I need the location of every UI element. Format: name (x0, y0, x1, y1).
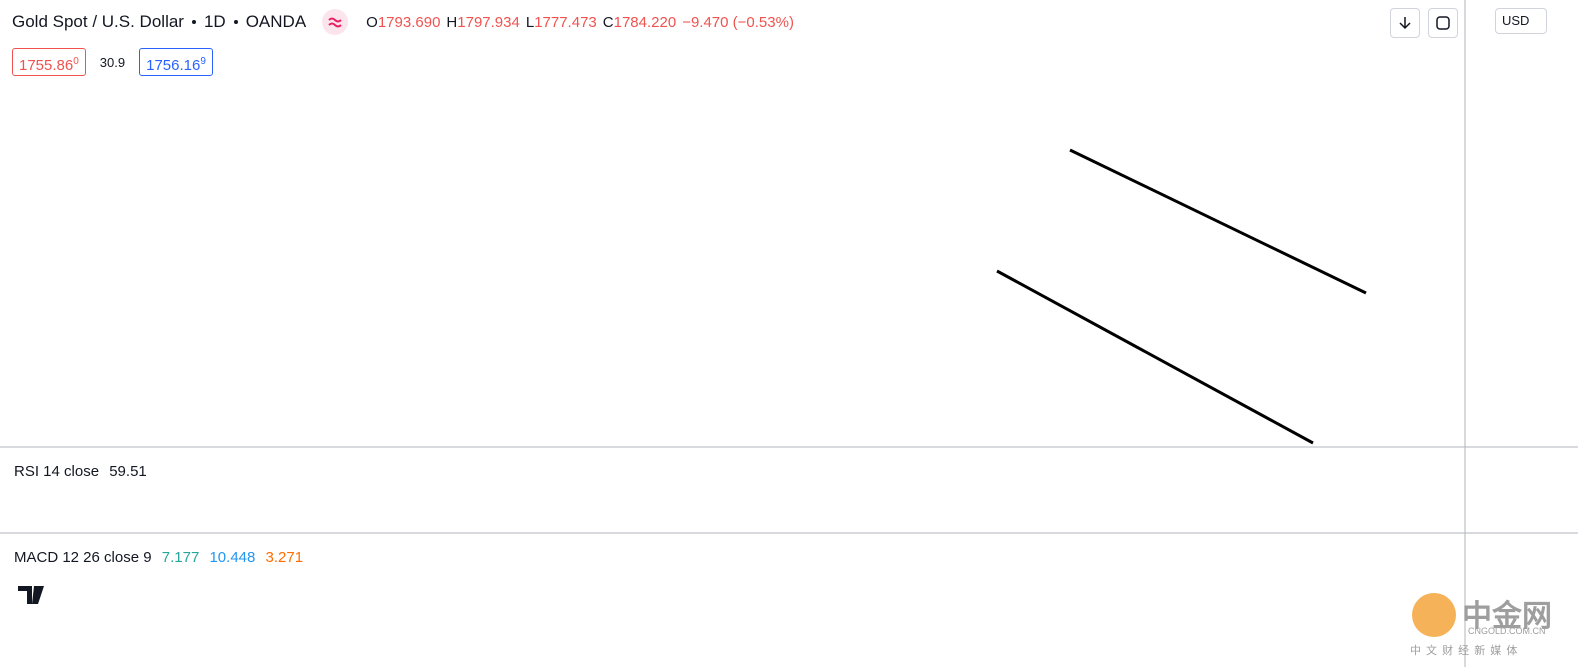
ohlc-item: H1797.934 (446, 14, 519, 31)
icon (328, 17, 342, 28)
macd-value: 10.448 (209, 549, 256, 566)
macd-title: MACD 12 26 close 9 (14, 549, 152, 566)
rsi-value: 59.51 (109, 463, 147, 480)
rsi-legend: RSI 14 close 59.51 (14, 463, 147, 480)
symbol: Gold Spot / U.S. Dollar (12, 12, 184, 31)
spread: 30.9 (99, 54, 126, 70)
separator (191, 20, 196, 24)
signal-value: 3.271 (265, 549, 304, 566)
buy-price-small: 9 (200, 56, 206, 67)
tv-logo (18, 586, 44, 604)
macd-legend: MACD 12 26 close 9 7.177 10.448 3.271 (14, 549, 303, 566)
buy-price: 1756.16 (146, 57, 201, 74)
watermark-name: 中金网 (1462, 600, 1552, 633)
exchange: OANDA (245, 12, 307, 31)
buy-button[interactable]: 1756.169 (139, 48, 213, 76)
ohlc-item: L1777.473 (526, 14, 597, 31)
icon (1436, 16, 1450, 30)
change: −9.470 (−0.53%) (682, 13, 794, 31)
ohlc-key: H (446, 14, 458, 31)
histogram-value: 7.177 (161, 549, 200, 566)
ohlc-item: C1784.220 (603, 14, 676, 31)
watermark-site: CNGOLD.COM.CN (1468, 626, 1546, 636)
watermark-logo (1412, 593, 1456, 637)
ohlc-value: 1793.690 (377, 14, 441, 31)
fullscreen-button[interactable] (1428, 8, 1458, 38)
watermark-tagline: 中 文 财 经 新 媒 体 (1410, 645, 1519, 657)
ohlc-key: C (602, 14, 614, 31)
ohlc-value: 1784.220 (613, 14, 677, 31)
market-status-icon[interactable] (322, 9, 349, 35)
header: Gold Spot / U.S. Dollar 1D OANDA O1793.6… (12, 8, 794, 36)
trend-line (996, 269, 1314, 445)
sell-price-small: 0 (73, 56, 79, 67)
ohlc-value: 1797.934 (457, 14, 520, 31)
currency-select[interactable]: USD (1495, 8, 1547, 34)
trend-line (1069, 148, 1367, 295)
sell-button[interactable]: 1755.860 (12, 48, 86, 76)
currency: USD (1502, 13, 1530, 28)
download-button[interactable] (1390, 8, 1420, 38)
separator (233, 20, 238, 24)
ohlc-item: O1793.690 (366, 14, 440, 31)
sell-price: 1755.86 (19, 57, 74, 74)
interval: 1D (203, 12, 226, 31)
ohlc-key: O (366, 14, 378, 31)
icon (1399, 17, 1411, 30)
ohlc-value: 1777.473 (534, 14, 597, 31)
ohlc-key: L (525, 14, 535, 31)
rsi-title: RSI 14 close (14, 463, 100, 480)
watermark: 中金网 CNGOLD.COM.CN 中 文 财 经 新 媒 体 (1410, 585, 1560, 665)
quote: 1755.860 30.9 1756.169 (12, 48, 213, 76)
ohlc-values: O1793.690 H1797.934 L1777.473 C1784.220 (366, 12, 682, 32)
